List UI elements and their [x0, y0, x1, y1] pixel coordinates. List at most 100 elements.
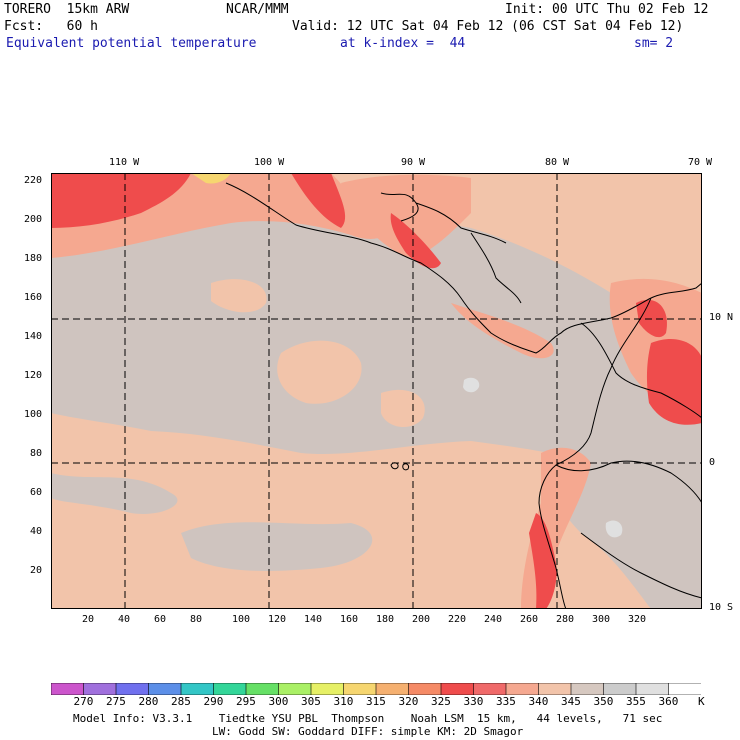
model-info-line: Model Info: V3.3.1 Tiedtke YSU PBL Thomp…: [73, 712, 663, 725]
colorbar-level-label: 345: [561, 695, 581, 708]
colorbar-level-label: 290: [203, 695, 224, 708]
colorbar-level-label: 325: [431, 695, 451, 708]
lat-label: 10 N: [709, 312, 734, 323]
red-region: [51, 173, 191, 228]
grey-region: [51, 202, 702, 489]
model-title: TORERO 15km ARW: [4, 2, 130, 17]
country-border: [415, 202, 507, 244]
colorbar-level-label: 300: [268, 695, 289, 708]
red-region: [529, 513, 557, 609]
grid-x-label: 320: [628, 614, 647, 625]
pink-patch: [381, 389, 425, 428]
orange-fill-regions: [191, 173, 231, 184]
colorbar-level-label: 340: [528, 695, 549, 708]
colorbar-swatch: [343, 683, 377, 695]
physics-info-line: LW: Godd SW: Goddard DIFF: simple KM: 2D…: [212, 725, 524, 738]
colorbar-swatch: [180, 683, 215, 695]
colorbar-swatch: [115, 683, 150, 695]
grid-x-label: 180: [376, 614, 395, 625]
colorbar-swatch: [603, 683, 637, 695]
colorbar-swatch: [538, 683, 572, 695]
country-border: [555, 460, 702, 504]
colorbar-swatch: [83, 683, 117, 695]
lat-label: 0: [709, 457, 716, 468]
light-spot: [605, 520, 623, 538]
colorbar-unit: K: [698, 695, 705, 708]
grid-x-label: 220: [448, 614, 467, 625]
grid-x-label: 20: [82, 614, 95, 625]
grid-y-label: 100: [24, 409, 43, 420]
red-region: [390, 213, 441, 269]
colorbar-level-label: 355: [626, 695, 646, 708]
grid-x-label: 40: [118, 614, 131, 625]
grid-y-label: 220: [24, 175, 43, 186]
colorbar-swatch: [375, 683, 410, 695]
colorbar-swatch: [505, 683, 540, 695]
colorbar-level-label: 285: [171, 695, 191, 708]
lon-label: 80 W: [545, 157, 570, 168]
colorbar-level-label: 350: [593, 695, 614, 708]
colorbar-level-label: 295: [236, 695, 256, 708]
colorbar-level-label: 305: [301, 695, 321, 708]
colorbar-swatch: [310, 683, 345, 695]
colorbar-swatch: [440, 683, 475, 695]
colorbar-level-label: 335: [496, 695, 516, 708]
colorbar-swatch: [473, 683, 507, 695]
level-label: at k-index = 44: [340, 36, 466, 51]
country-border: [580, 532, 702, 599]
lon-label: 70 W: [688, 157, 713, 168]
grid-x-label: 120: [268, 614, 287, 625]
colorbar-swatch: [570, 683, 605, 695]
light-spot-regions: [463, 377, 623, 538]
pink-patch-regions: [211, 279, 425, 428]
grid-x-label: 280: [556, 614, 575, 625]
colorbar-level-label: 270: [73, 695, 94, 708]
grid-y-label: 40: [30, 526, 43, 537]
colorbar-level-label: 360: [658, 695, 679, 708]
grey-fill-regions: [51, 202, 702, 609]
lon-label: 110 W: [109, 157, 140, 168]
map-frame: [51, 173, 702, 609]
grid-y-label: 20: [30, 565, 43, 576]
grey-region: [551, 459, 702, 609]
grid-x-label: 160: [340, 614, 359, 625]
colorbar-level-label: 275: [106, 695, 126, 708]
colorbar-level-label: 310: [333, 695, 354, 708]
grid-x-label: 300: [592, 614, 611, 625]
organization-label: NCAR/MMM: [226, 2, 289, 17]
colorbar-level-label: 330: [463, 695, 484, 708]
grid-x-label: 60: [154, 614, 167, 625]
grid-y-label: 140: [24, 331, 43, 342]
grid-y-label: 180: [24, 253, 43, 264]
colorbar-level-label: 280: [138, 695, 159, 708]
grid-y-label: 160: [24, 292, 43, 303]
colorbar-swatch: [635, 683, 670, 695]
pink-patch: [211, 279, 267, 313]
grid-x-label: 260: [520, 614, 539, 625]
red-region: [291, 173, 346, 228]
graticule: [51, 173, 702, 609]
forecast-hour: Fcst: 60 h: [4, 19, 98, 34]
grid-y-label: 80: [30, 448, 43, 459]
colorbar-level-label: 315: [366, 695, 386, 708]
lon-label: 100 W: [254, 157, 285, 168]
lon-label: 90 W: [401, 157, 426, 168]
grey-region: [51, 473, 178, 514]
colorbar-swatch: [245, 683, 280, 695]
grid-x-label: 100: [232, 614, 251, 625]
colorbar: [51, 683, 701, 695]
grid-x-label: 240: [484, 614, 503, 625]
coastlines: [225, 182, 702, 609]
grid-y-label: 60: [30, 487, 43, 498]
lat-label: 10 S: [709, 602, 734, 613]
pink-patch: [277, 340, 362, 404]
salmon-region: [451, 303, 554, 359]
valid-time: Valid: 12 UTC Sat 04 Feb 12 (06 CST Sat …: [292, 19, 684, 34]
grid-y-label: 120: [24, 370, 43, 381]
colorbar-swatch: [668, 683, 701, 695]
country-border: [580, 322, 702, 419]
grid-x-label: 140: [304, 614, 323, 625]
light-spot: [463, 377, 480, 393]
colorbar-swatch: [213, 683, 247, 695]
grid-x-label: 80: [190, 614, 203, 625]
